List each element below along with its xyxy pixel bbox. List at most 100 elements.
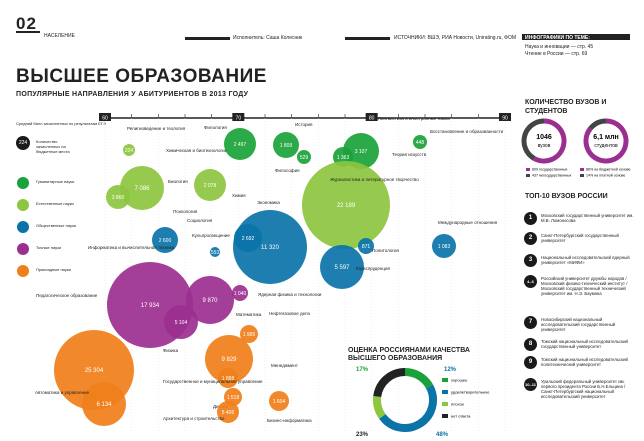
stats-legend-label: 86% на бюджетной основе: [586, 168, 631, 172]
top10-name: Российский университет дружбы народов / …: [541, 276, 628, 296]
bubble-value: 2 600: [159, 238, 172, 244]
section-name: НАСЕЛЕНИЕ: [44, 33, 75, 39]
rating-value: 23%: [356, 432, 369, 438]
x-tick-label: 70: [236, 116, 242, 122]
stats-legend-swatch: [526, 174, 530, 177]
bubble-value: 7 086: [134, 186, 150, 192]
x-tick-label: 60: [102, 116, 108, 122]
bubble: [205, 335, 253, 383]
bubble-value: 5 104: [175, 320, 188, 326]
bubble: [106, 185, 130, 209]
bubble: [234, 224, 262, 252]
section-bar: [16, 31, 40, 33]
page-title: ВЫСШЕЕ ОБРАЗОВАНИЕ: [16, 66, 267, 87]
bubble-label: Филология: [204, 125, 227, 130]
bubble-label: Религиоведение и теология: [127, 126, 186, 131]
bubble-label: Химическая и биотехнологии: [166, 148, 228, 153]
bubble-value: 871: [362, 244, 371, 250]
top10-name: Новосибирский национальный исследователь…: [541, 317, 616, 332]
top10-title: ТОП-10 ВУЗОВ РОССИИ: [525, 193, 608, 200]
bubble-value: 17 934: [141, 303, 160, 309]
rating-legend-swatch: [442, 390, 448, 394]
bubble-value: 553: [211, 250, 220, 256]
bubble-label: Экономика: [257, 200, 280, 205]
related-item[interactable]: Чтение в России — стр. 69: [525, 51, 588, 57]
stats-legend-label: 609 государственных: [532, 168, 568, 172]
bubble-value: 5 406: [222, 410, 235, 416]
rating-legend-label: удовлетворительное: [451, 390, 490, 395]
students-value: 6,1 млн: [593, 134, 619, 141]
bubble: [210, 247, 220, 257]
rating-value: 17%: [356, 367, 369, 373]
bubble-value: 1 083: [438, 244, 451, 250]
bubble-value: 3 860: [112, 195, 125, 201]
bubble-label: Международные отношения: [438, 220, 498, 225]
x-tick-box: [499, 113, 511, 121]
bubble-value: 2 078: [204, 183, 217, 189]
bubble-label: История: [295, 122, 313, 127]
top10-rank: 10–11: [524, 378, 537, 391]
related-item[interactable]: Наука и инновации — стр. 45: [525, 44, 594, 50]
legend-label: Прикладные науки: [36, 267, 71, 272]
bubble: [432, 234, 456, 258]
bubble-label: Лингвистика и иностранные языки: [378, 116, 450, 121]
bubble: [297, 150, 311, 164]
bubble-value: 11 320: [261, 245, 280, 251]
bubble: [164, 305, 198, 339]
bubble-value: 2 497: [234, 142, 247, 148]
bubble-label: Педагогическое образование: [36, 293, 98, 298]
students-donut-segment: [583, 118, 629, 164]
rating-donut-segment: [373, 395, 386, 419]
sources-bar: [345, 37, 390, 40]
bubble: [152, 227, 178, 253]
rating-value: 48%: [436, 432, 449, 438]
vuz-donut-hole: [527, 124, 561, 158]
bubble: [82, 382, 126, 426]
top10-rank: 8: [524, 338, 537, 351]
bubble-label: Химия: [232, 193, 246, 198]
x-tick-box: [99, 113, 111, 121]
x-tick-box: [365, 113, 378, 121]
bubble-value: 1 518: [227, 395, 240, 401]
bubble: [217, 401, 239, 423]
bubble-label: Психология: [173, 209, 198, 214]
rating-legend-swatch: [442, 414, 448, 418]
bubble: [320, 245, 364, 289]
bubble-value: 529: [300, 155, 309, 161]
legend-swatch: [17, 265, 29, 277]
legend-swatch: [17, 177, 29, 189]
vuz-donut-segment: [532, 118, 567, 164]
bubble: [273, 132, 299, 158]
top10-name: Уральский федеральный университет им. пе…: [541, 379, 626, 399]
bubble-value: 22 189: [337, 203, 356, 209]
students-donut-hole: [589, 124, 623, 158]
bubble-value: 6 134: [96, 402, 112, 408]
top10-rank: 2: [524, 232, 537, 245]
top10-rank: 9: [524, 356, 537, 369]
rating-legend-label: хорошее: [451, 378, 468, 383]
bubble-label: Информатика и вычислительная техника: [88, 245, 175, 250]
stats-legend-swatch: [580, 174, 584, 177]
sources-text: ИСТОЧНИКИ: ВШЭ, РИА Новости, Unirating.r…: [394, 35, 517, 41]
x-tick-box: [232, 113, 245, 121]
stats-legend-swatch: [580, 168, 584, 171]
bubble-value: 1 604: [273, 399, 286, 405]
rating-legend-label: нет ответа: [451, 414, 471, 419]
bubble: [302, 161, 390, 249]
bubble-label: Политология: [372, 248, 400, 253]
author-bar: [185, 37, 230, 40]
top10-rank: 1: [524, 212, 537, 225]
bubble: [413, 135, 427, 149]
rating-donut-segment: [379, 384, 437, 432]
top10-name: Национальный исследовательский ядерный у…: [541, 255, 630, 265]
rating-legend-label: плохое: [451, 402, 465, 407]
bubble-value: 1 809: [280, 143, 293, 149]
top10-rank: 3: [524, 254, 537, 267]
vuz-unit: вузов: [538, 143, 551, 149]
x-tick-label: 80: [369, 116, 375, 122]
stats-legend-label: 14% на платной основе: [586, 174, 625, 178]
bubble: [224, 128, 256, 160]
bubble: [269, 391, 289, 411]
bubble-label: Восстановление и образованности: [430, 129, 504, 134]
bubble-value: 3 107: [355, 149, 368, 155]
